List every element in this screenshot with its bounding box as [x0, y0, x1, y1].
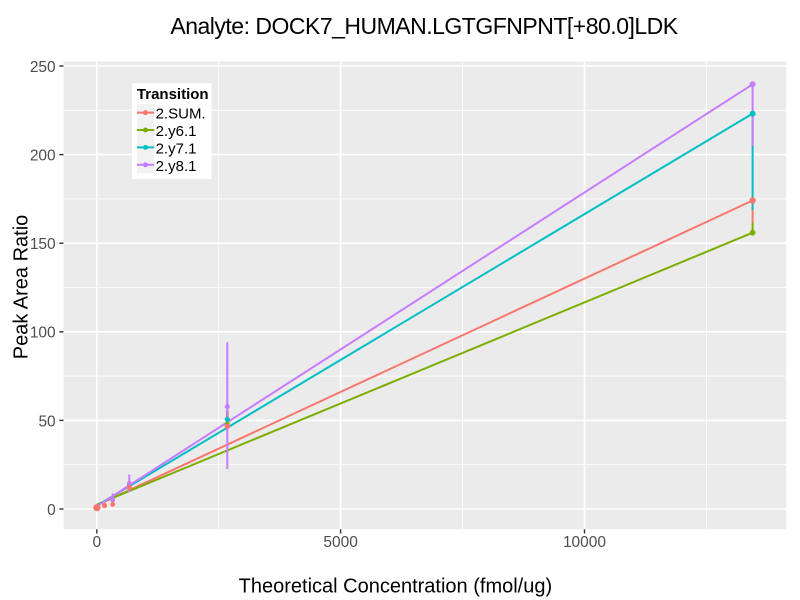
svg-text:Analyte: DOCK7_HUMAN.LGTGFNPNT: Analyte: DOCK7_HUMAN.LGTGFNPNT[+80.0]LDK: [170, 13, 678, 39]
svg-text:150: 150: [30, 236, 56, 253]
svg-text:Peak Area Ratio: Peak Area Ratio: [11, 215, 33, 360]
svg-text:2.SUM.: 2.SUM.: [156, 106, 206, 123]
svg-text:2.y8.1: 2.y8.1: [156, 158, 197, 175]
svg-text:0: 0: [47, 502, 56, 519]
svg-text:Theoretical Concentration (fmo: Theoretical Concentration (fmol/ug): [239, 576, 552, 598]
svg-text:10000: 10000: [563, 534, 606, 551]
svg-text:2.y6.1: 2.y6.1: [156, 123, 197, 140]
svg-text:Transition: Transition: [137, 86, 209, 103]
svg-text:2.y7.1: 2.y7.1: [156, 141, 197, 158]
svg-text:250: 250: [30, 59, 56, 76]
svg-text:100: 100: [30, 325, 56, 342]
svg-text:50: 50: [38, 413, 56, 430]
svg-text:0: 0: [92, 534, 101, 551]
svg-text:200: 200: [30, 148, 56, 165]
svg-text:5000: 5000: [323, 534, 358, 551]
